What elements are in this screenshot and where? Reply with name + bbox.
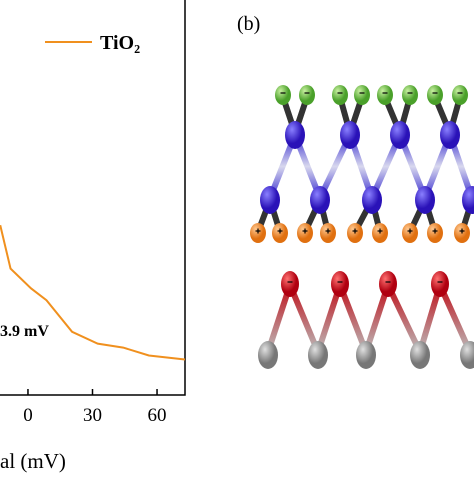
atom xyxy=(377,85,393,105)
bond xyxy=(417,284,443,353)
atom xyxy=(410,341,430,369)
series-line xyxy=(0,224,186,361)
atom xyxy=(310,186,330,214)
bond xyxy=(265,284,293,353)
atom xyxy=(362,186,382,214)
atom xyxy=(427,85,443,105)
panel-label: (b) xyxy=(237,13,260,35)
atom xyxy=(379,271,397,297)
atom xyxy=(281,271,299,297)
atom xyxy=(332,85,348,105)
atom xyxy=(460,341,474,369)
atom xyxy=(331,271,349,297)
atom xyxy=(354,85,370,105)
atom xyxy=(340,121,360,149)
x-axis-label: al (mV) xyxy=(0,449,66,473)
atom xyxy=(258,341,278,369)
atom xyxy=(260,186,280,214)
x-tick-label: 30 xyxy=(83,405,102,426)
atom xyxy=(402,85,418,105)
atom xyxy=(462,186,474,214)
plot-frame xyxy=(0,0,186,396)
atom xyxy=(299,85,315,105)
bond xyxy=(337,283,369,354)
bond xyxy=(287,283,321,354)
bond xyxy=(385,283,423,354)
plot: 0 30 60 al (mV) 3.9 mV TiO₂ xyxy=(0,0,186,473)
bond xyxy=(315,284,343,353)
atom xyxy=(308,341,328,369)
atom xyxy=(440,121,460,149)
diagram xyxy=(250,85,474,369)
atom xyxy=(415,186,435,214)
atom xyxy=(390,121,410,149)
atom xyxy=(275,85,291,105)
x-tick-label: 60 xyxy=(148,405,167,426)
atom xyxy=(356,341,376,369)
annotation: 3.9 mV xyxy=(0,323,49,340)
bond xyxy=(363,284,391,353)
legend-label: TiO₂ xyxy=(100,32,140,54)
bond xyxy=(437,283,473,354)
atom xyxy=(431,271,449,297)
x-tick-label: 0 xyxy=(23,405,33,426)
atom xyxy=(452,85,468,105)
atom xyxy=(285,121,305,149)
